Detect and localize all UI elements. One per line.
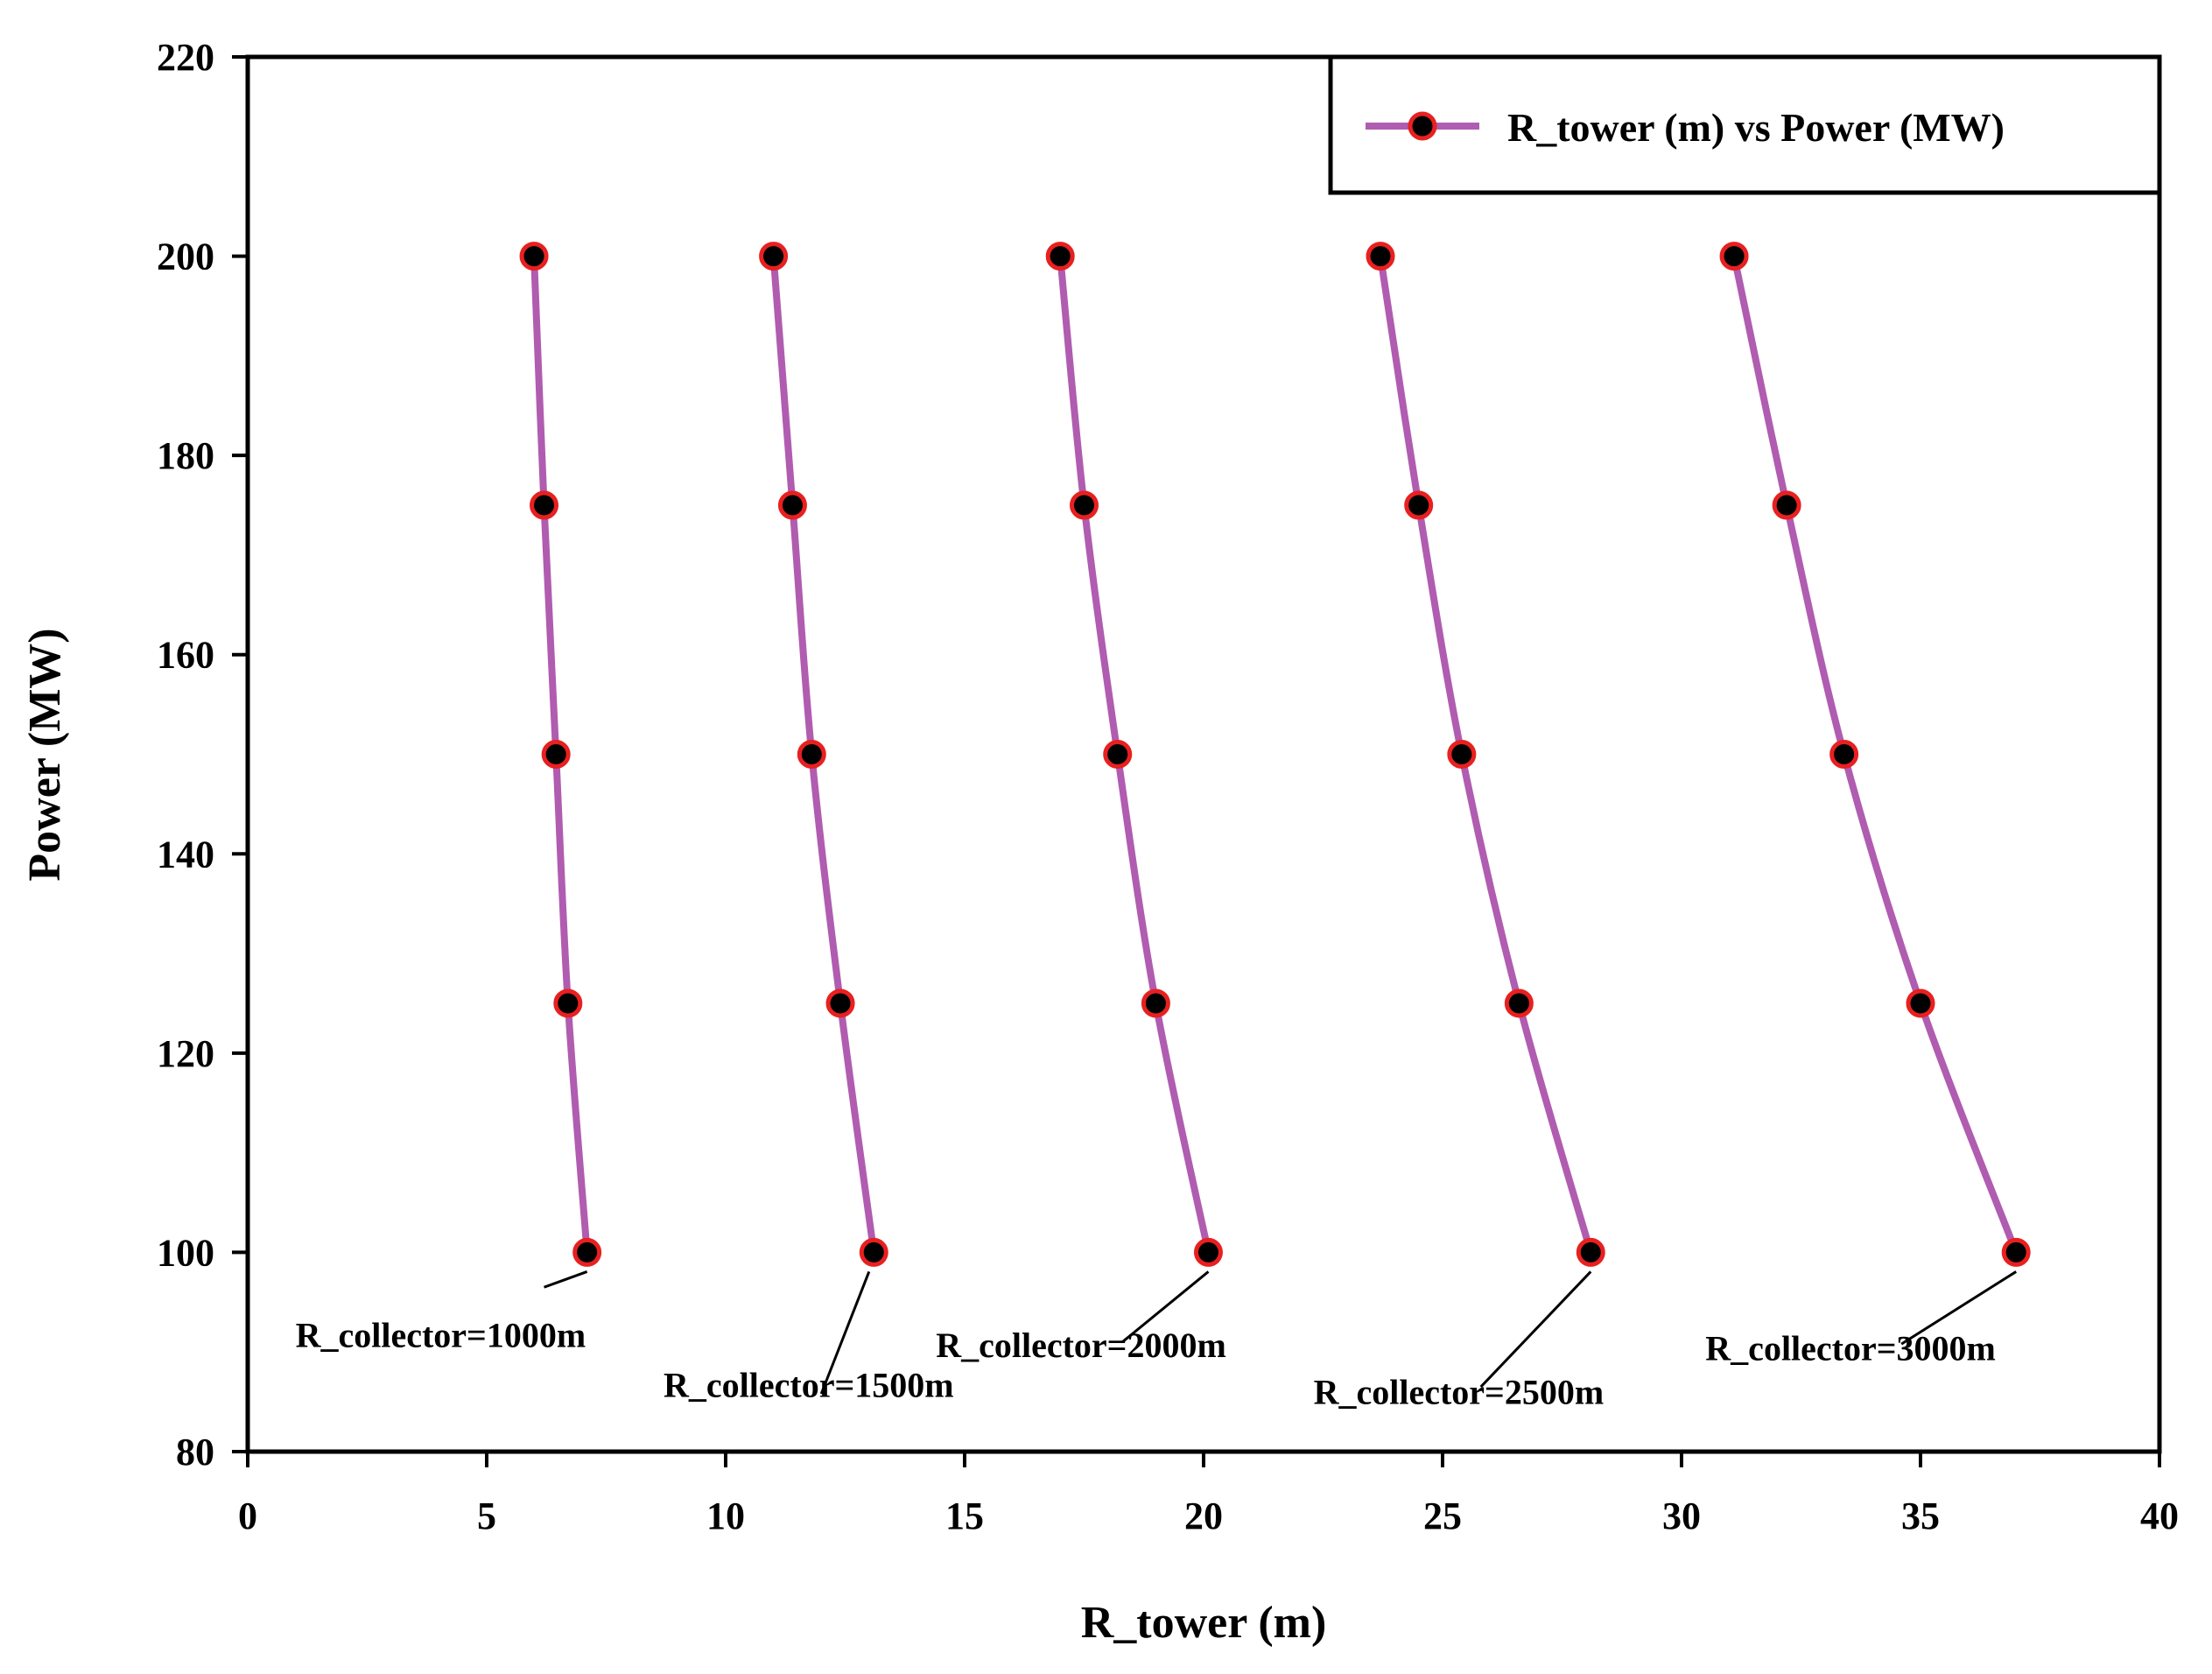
- data-point-marker: [1141, 988, 1170, 1018]
- annotation-leader-line: [1479, 1270, 1592, 1389]
- data-point-marker: [1045, 242, 1075, 271]
- data-point-marker: [1404, 490, 1434, 520]
- annotation-label: R_collector=1500m: [664, 1365, 954, 1404]
- y-axis-ticks: 80 100 120 140 160 180 200 220: [157, 36, 248, 1474]
- legend-label: R_tower (m) vs Power (MW): [1507, 105, 2005, 150]
- annotations: R_collector=1000mR_collector=1500mR_coll…: [296, 1270, 2018, 1411]
- data-point-marker: [1070, 490, 1099, 520]
- x-tick-label: 35: [1901, 1495, 1940, 1537]
- y-tick-label: 80: [176, 1431, 214, 1474]
- data-point-marker: [541, 740, 571, 769]
- data-point-marker: [859, 1237, 888, 1267]
- x-tick-label: 25: [1423, 1495, 1462, 1537]
- data-point-marker: [1772, 490, 1801, 520]
- data-point-marker: [759, 242, 789, 271]
- data-point-marker: [825, 988, 855, 1018]
- y-tick-label: 180: [157, 434, 214, 477]
- annotation-leader-line: [544, 1270, 588, 1289]
- data-point-marker: [1447, 740, 1477, 769]
- x-tick-label: 10: [706, 1495, 745, 1537]
- legend: R_tower (m) vs Power (MW): [1328, 54, 2162, 195]
- series-layer: [519, 242, 2031, 1267]
- x-tick-label: 20: [1184, 1495, 1223, 1537]
- series-line: [1377, 255, 1595, 1254]
- data-point-marker: [1366, 242, 1395, 271]
- x-axis-title: R_tower (m): [1081, 1598, 1327, 1648]
- annotation-leader-line: [819, 1270, 871, 1395]
- legend-marker-sample: [1408, 111, 1437, 141]
- data-point-marker: [2001, 1237, 2031, 1267]
- annotation-label: R_collector=3000m: [1705, 1328, 1996, 1368]
- data-point-marker: [1103, 740, 1133, 769]
- series-line: [1057, 256, 1212, 1254]
- data-point-marker: [572, 1237, 602, 1267]
- annotation-leader-line: [1900, 1270, 2018, 1346]
- x-tick-label: 15: [945, 1495, 984, 1537]
- data-point-marker: [1829, 740, 1859, 769]
- annotation-label: R_collector=2500m: [1314, 1372, 1605, 1411]
- series-line: [1731, 255, 2019, 1254]
- annotation-label: R_collector=2000m: [936, 1326, 1226, 1365]
- data-point-marker: [797, 740, 826, 769]
- x-axis-ticks: 0 5 10 15 20 25 30 35 40: [238, 1452, 2179, 1537]
- x-tick-label: 40: [2140, 1495, 2179, 1537]
- data-point-marker: [553, 988, 583, 1018]
- data-point-marker: [777, 490, 807, 520]
- y-axis-title: Power (MW): [20, 628, 70, 881]
- y-tick-label: 100: [157, 1231, 214, 1274]
- x-tick-label: 0: [238, 1495, 257, 1537]
- annotation-label: R_collector=1000m: [296, 1316, 586, 1355]
- x-tick-label: 30: [1662, 1495, 1701, 1537]
- y-tick-label: 200: [157, 236, 214, 278]
- data-point-marker: [1193, 1237, 1223, 1267]
- data-point-marker: [1719, 242, 1749, 271]
- y-tick-label: 220: [157, 36, 214, 79]
- data-point-marker: [530, 490, 559, 520]
- data-point-marker: [1576, 1237, 1605, 1267]
- y-tick-label: 160: [157, 634, 214, 677]
- data-point-marker: [519, 242, 549, 271]
- data-point-marker: [1504, 988, 1534, 1018]
- x-tick-label: 5: [477, 1495, 496, 1537]
- y-tick-label: 120: [157, 1032, 214, 1075]
- data-point-marker: [1906, 988, 1935, 1018]
- y-tick-label: 140: [157, 833, 214, 876]
- annotation-leader-line: [1121, 1270, 1210, 1343]
